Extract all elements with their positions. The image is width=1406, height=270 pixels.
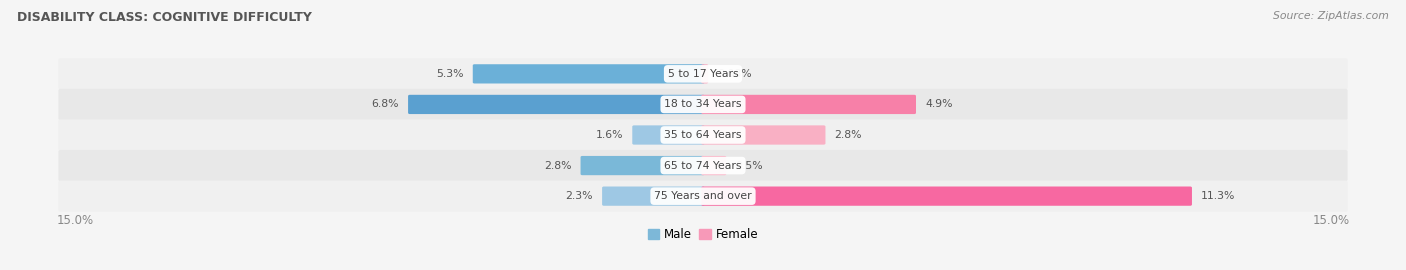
Text: 2.8%: 2.8% [544,161,571,171]
Text: DISABILITY CLASS: COGNITIVE DIFFICULTY: DISABILITY CLASS: COGNITIVE DIFFICULTY [17,11,312,24]
Text: 35 to 64 Years: 35 to 64 Years [664,130,742,140]
Text: 15.0%: 15.0% [1313,214,1350,227]
FancyBboxPatch shape [59,89,1347,120]
Text: 65 to 74 Years: 65 to 74 Years [664,161,742,171]
Text: 5.3%: 5.3% [436,69,464,79]
Text: 0.5%: 0.5% [735,161,763,171]
Text: 75 Years and over: 75 Years and over [654,191,752,201]
Text: 6.8%: 6.8% [371,99,399,109]
FancyBboxPatch shape [702,125,825,145]
FancyBboxPatch shape [602,187,704,206]
Text: 0.08%: 0.08% [717,69,752,79]
FancyBboxPatch shape [633,125,704,145]
FancyBboxPatch shape [59,181,1347,212]
FancyBboxPatch shape [581,156,704,175]
FancyBboxPatch shape [702,64,709,83]
Text: 2.3%: 2.3% [565,191,593,201]
Text: 18 to 34 Years: 18 to 34 Years [664,99,742,109]
FancyBboxPatch shape [59,58,1347,89]
FancyBboxPatch shape [408,95,704,114]
FancyBboxPatch shape [59,150,1347,181]
Text: 15.0%: 15.0% [56,214,93,227]
Legend: Male, Female: Male, Female [643,223,763,246]
Text: Source: ZipAtlas.com: Source: ZipAtlas.com [1274,11,1389,21]
Text: 1.6%: 1.6% [596,130,623,140]
Text: 4.9%: 4.9% [925,99,952,109]
FancyBboxPatch shape [59,119,1347,151]
FancyBboxPatch shape [702,156,727,175]
FancyBboxPatch shape [702,187,1192,206]
Text: 2.8%: 2.8% [835,130,862,140]
Text: 11.3%: 11.3% [1201,191,1236,201]
FancyBboxPatch shape [472,64,704,83]
FancyBboxPatch shape [702,95,915,114]
Text: 5 to 17 Years: 5 to 17 Years [668,69,738,79]
